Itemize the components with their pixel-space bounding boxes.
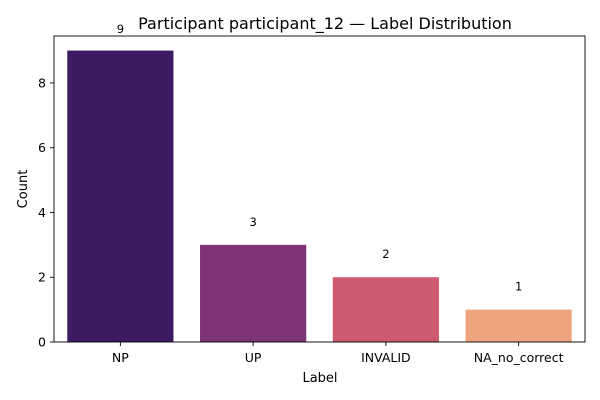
y-tick-label: 6 <box>38 140 46 155</box>
data-label: 3 <box>249 215 256 229</box>
x-axis-label: Label <box>302 371 337 386</box>
y-axis-label: Count <box>16 170 31 209</box>
data-label: 2 <box>382 247 389 261</box>
x-tick-label: NA_no_correct <box>474 350 564 365</box>
chart-title: Participant participant_12 — Label Distr… <box>138 14 512 34</box>
data-label: 1 <box>515 280 522 294</box>
plot-frame <box>53 35 586 343</box>
bar-up <box>200 244 307 342</box>
x-tick-label: INVALID <box>361 350 411 365</box>
x-tick-label: NP <box>112 350 129 365</box>
bar-invalid <box>332 277 439 342</box>
x-tick-label: UP <box>245 350 262 365</box>
data-label: 9 <box>117 22 124 36</box>
y-tick-label: 2 <box>38 270 46 285</box>
y-tick-label: 0 <box>38 335 46 350</box>
plot-area: 9 NP 3 UP 2 INVALID 1 NA_no_correct 0 2 4 6 8 <box>38 22 572 365</box>
y-tick-label: 8 <box>38 75 46 90</box>
bar-np <box>67 50 174 342</box>
y-tick-label: 4 <box>38 205 46 220</box>
bar-na-no-correct <box>465 309 572 342</box>
